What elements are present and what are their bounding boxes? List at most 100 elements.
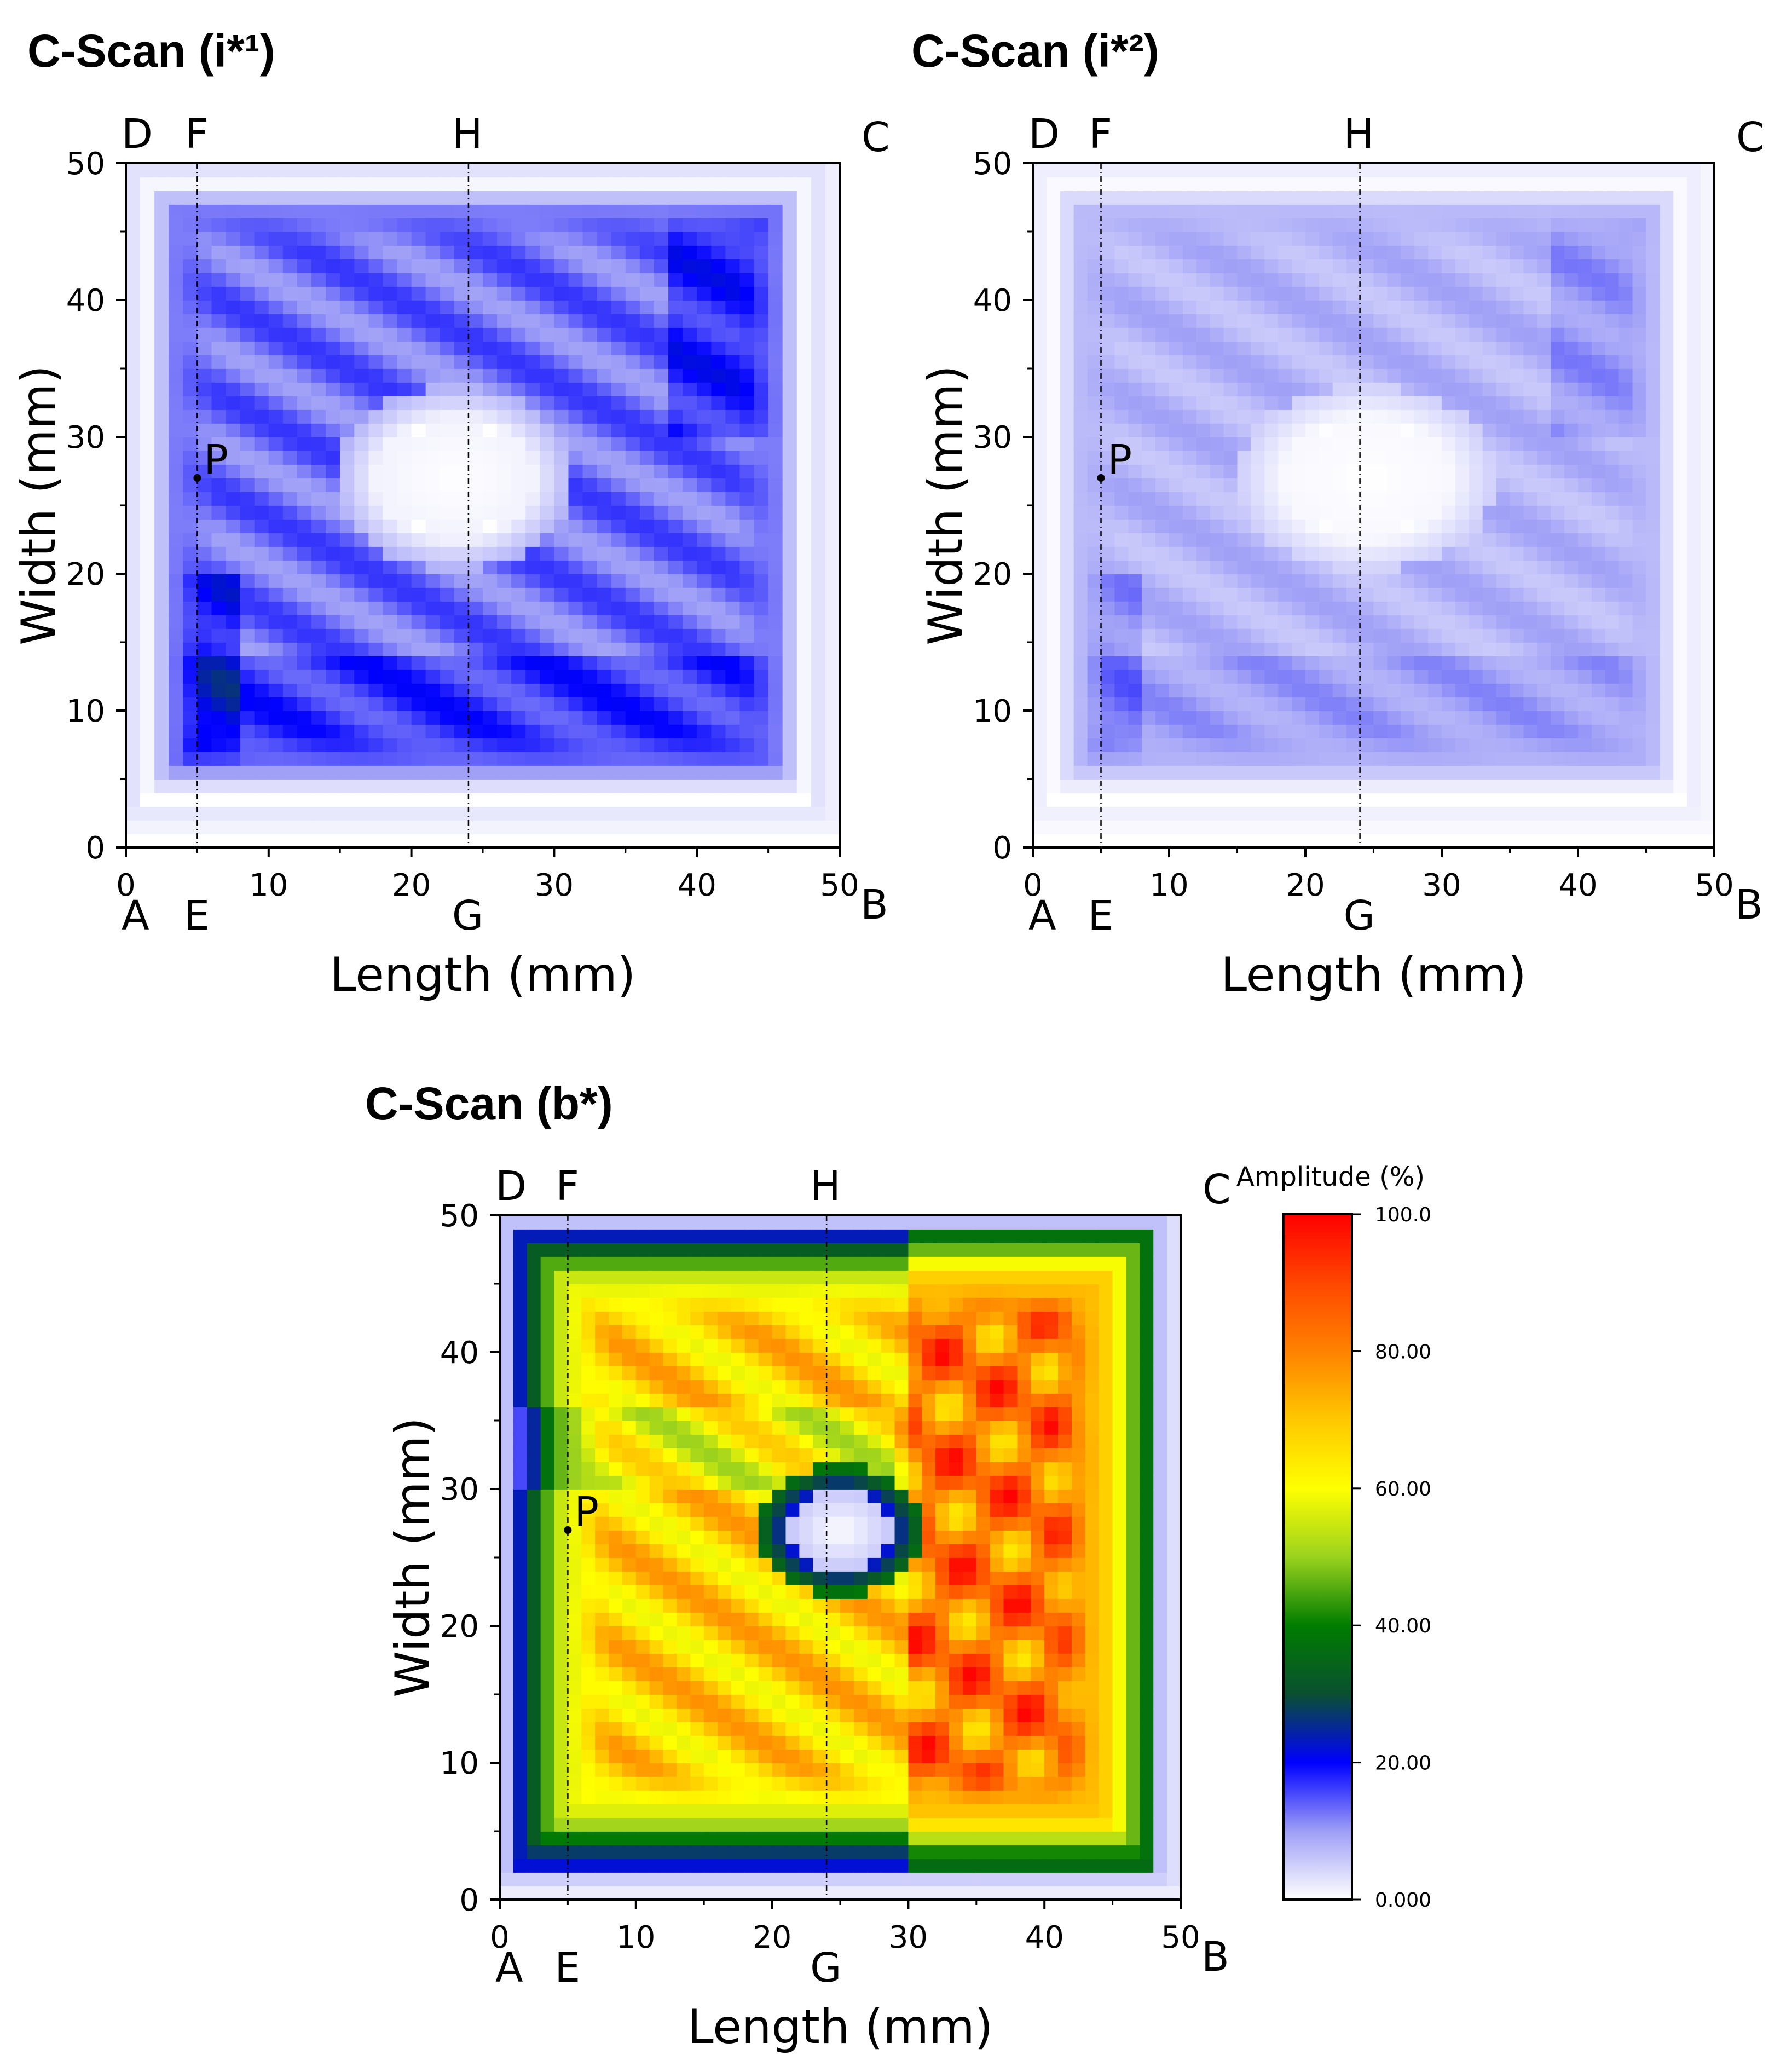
- heatmap-cell: [211, 793, 227, 807]
- heatmap-cell: [1482, 423, 1497, 437]
- heatmap-cell: [1060, 232, 1074, 246]
- heatmap-cell: [154, 820, 170, 834]
- heatmap-cell: [1469, 546, 1483, 561]
- heatmap-cell: [654, 546, 669, 561]
- heatmap-cell: [454, 300, 469, 314]
- heatmap-cell: [1482, 806, 1497, 821]
- heatmap-cell: [1073, 191, 1088, 205]
- heatmap-cell: [511, 724, 527, 738]
- heatmap-cell: [254, 273, 269, 287]
- heatmap-cell: [1482, 505, 1497, 520]
- heatmap-cell: [1033, 793, 1047, 807]
- heatmap-cell: [1496, 533, 1511, 547]
- heatmap-cell: [454, 806, 469, 821]
- heatmap-cell: [197, 752, 212, 766]
- panel-1: C-Scan (i*²)0 10 20 30 40 5001020304050Length…: [911, 25, 1765, 1002]
- heatmap-cell: [1578, 560, 1592, 574]
- heatmap-cell: [1155, 273, 1170, 287]
- heatmap-cell: [1605, 519, 1620, 533]
- heatmap-cell: [1360, 560, 1374, 574]
- heatmap-cell: [1251, 464, 1265, 478]
- heatmap-cell: [1687, 437, 1701, 451]
- heatmap-cell: [1401, 341, 1415, 355]
- heatmap-cell: [397, 177, 412, 191]
- heatmap-cell: [1169, 191, 1183, 205]
- heatmap-cell: [169, 533, 184, 547]
- heatmap-cell: [1496, 669, 1511, 684]
- heatmap-cell: [1632, 765, 1647, 780]
- heatmap-cell: [1373, 669, 1388, 684]
- heatmap-cell: [311, 615, 327, 629]
- heatmap-cell: [411, 601, 426, 615]
- heatmap-cell: [1578, 409, 1592, 424]
- heatmap-cell: [1551, 245, 1565, 259]
- heatmap-cell: [611, 587, 626, 602]
- heatmap-cell: [582, 382, 598, 396]
- heatmap-cell: [1101, 191, 1115, 205]
- heatmap-cell: [568, 191, 583, 205]
- heatmap-cell: [1305, 286, 1320, 301]
- heatmap-cell: [697, 341, 712, 355]
- heatmap-cell: [1537, 341, 1552, 355]
- heatmap-cell: [1618, 327, 1633, 342]
- heatmap-cell: [639, 409, 655, 424]
- heatmap-cell: [211, 615, 227, 629]
- heatmap-cell: [1618, 314, 1633, 328]
- heatmap-cell: [739, 177, 755, 191]
- heatmap-cell: [440, 300, 455, 314]
- heatmap-cell: [1305, 163, 1320, 177]
- heatmap-cell: [1618, 752, 1633, 766]
- heatmap-cell: [354, 368, 369, 383]
- heatmap-cell: [1482, 327, 1497, 342]
- heatmap-cell: [326, 204, 341, 218]
- heatmap-cell: [1060, 245, 1074, 259]
- heatmap-cell: [340, 245, 355, 259]
- heatmap-cell: [1251, 204, 1265, 218]
- heatmap-cell: [1169, 711, 1183, 725]
- heatmap-cell: [511, 738, 527, 752]
- heatmap-cell: [1264, 451, 1279, 465]
- heatmap-cell: [668, 752, 684, 766]
- heatmap-cell: [1101, 834, 1115, 848]
- heatmap-cell: [140, 368, 155, 383]
- heatmap-cell: [1360, 820, 1374, 834]
- heatmap-cell: [582, 601, 598, 615]
- heatmap-cell: [1196, 724, 1211, 738]
- heatmap-cell: [268, 368, 284, 383]
- heatmap-cell: [1251, 834, 1265, 848]
- heatmap-cell: [625, 382, 640, 396]
- heatmap-cell: [611, 628, 626, 643]
- heatmap-cell: [140, 546, 155, 561]
- heatmap-cell: [1455, 560, 1470, 574]
- heatmap-cell: [411, 273, 426, 287]
- heatmap-cell: [1360, 218, 1374, 232]
- heatmap-cell: [568, 806, 583, 821]
- heatmap-cell: [1537, 560, 1552, 574]
- heatmap-cell: [1414, 628, 1429, 643]
- heatmap-cell: [411, 492, 426, 506]
- heatmap-cell: [440, 314, 455, 328]
- heatmap-cell: [1332, 711, 1347, 725]
- heatmap-cell: [739, 163, 755, 177]
- heatmap-cell: [326, 587, 341, 602]
- heatmap-cell: [540, 697, 555, 711]
- heatmap-cell: [1632, 300, 1647, 314]
- heatmap-cell: [1142, 492, 1156, 506]
- heatmap-cell: [1087, 560, 1102, 574]
- heatmap-cell: [1482, 601, 1497, 615]
- heatmap-cell: [540, 478, 555, 492]
- heatmap-cell: [1223, 615, 1238, 629]
- heatmap-cell: [483, 752, 498, 766]
- heatmap-cell: [768, 396, 783, 410]
- heatmap-cell: [1414, 437, 1429, 451]
- heatmap-cell: [1646, 669, 1661, 684]
- heatmap-cell: [782, 273, 797, 287]
- heatmap-cell: [811, 834, 826, 848]
- heatmap-cell: [1387, 697, 1402, 711]
- heatmap-cell: [1496, 738, 1511, 752]
- heatmap-cell: [1332, 191, 1347, 205]
- heatmap-cell: [1251, 669, 1265, 684]
- heatmap-cell: [1442, 656, 1456, 670]
- heatmap-cell: [1387, 464, 1402, 478]
- heatmap-cell: [1346, 711, 1361, 725]
